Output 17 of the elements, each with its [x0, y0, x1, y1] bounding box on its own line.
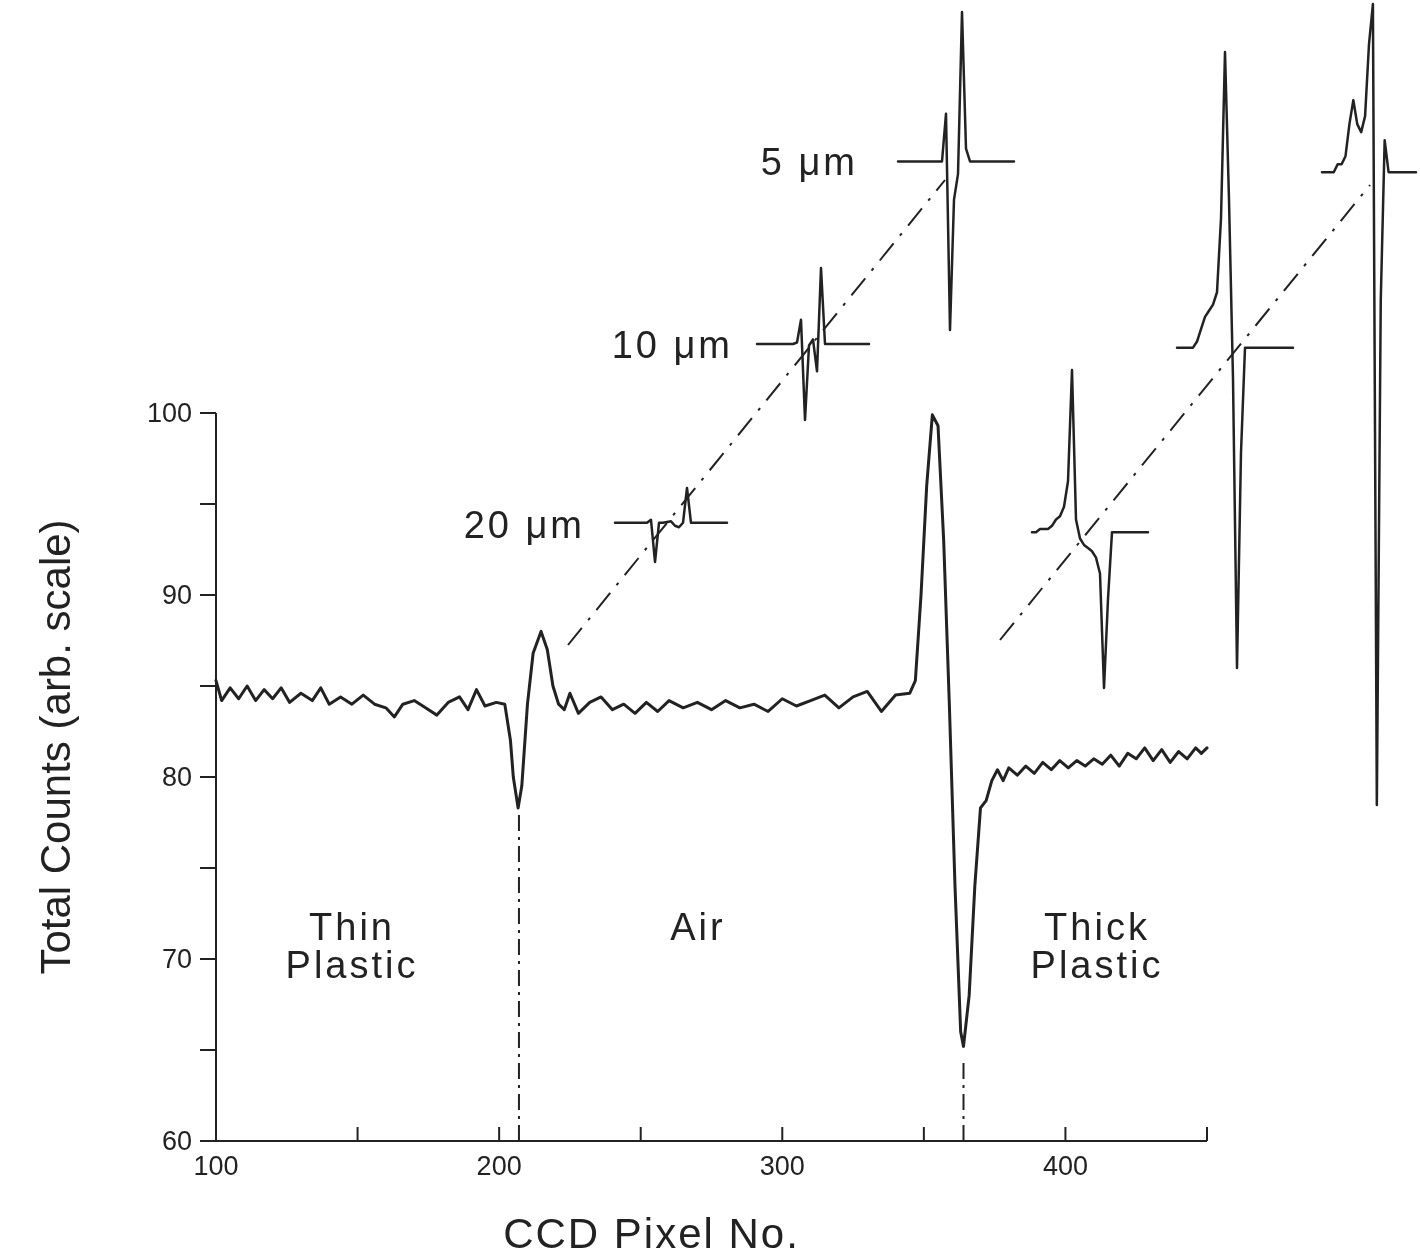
- y-tick-label: 100: [146, 398, 192, 429]
- y-tick-label: 80: [161, 762, 192, 793]
- annotation: Air: [670, 906, 726, 948]
- x-tick-label: 400: [1042, 1151, 1088, 1181]
- annotation: Thin Plastic: [285, 906, 419, 986]
- y-axis-title: Total Counts (arb. scale): [32, 519, 79, 975]
- y-tick-label: 90: [161, 580, 192, 611]
- x-axis-title: CCD Pixel No.: [503, 1210, 800, 1257]
- annotation: 20 μm: [463, 504, 585, 546]
- annotation: Thick Plastic: [1030, 906, 1164, 986]
- text: 5 μm: [760, 141, 858, 183]
- text: 10 μm: [611, 324, 733, 366]
- x-tick-label: 300: [759, 1151, 805, 1181]
- y-tick-label: 70: [161, 944, 192, 975]
- y-tick-label: 60: [161, 1126, 192, 1157]
- x-tick-label: 200: [476, 1151, 522, 1181]
- x-tick-label: 100: [193, 1151, 239, 1181]
